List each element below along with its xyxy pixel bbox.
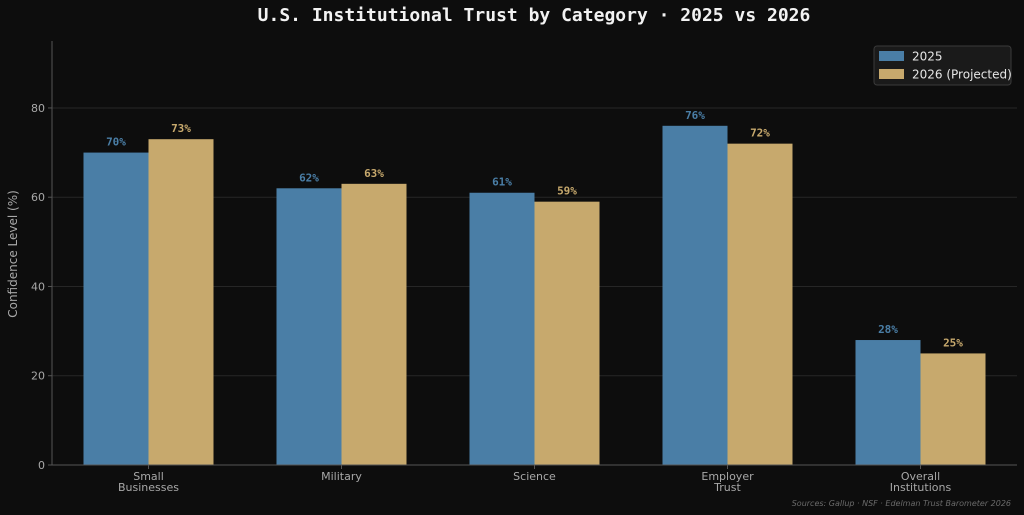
x-tick-label: Military	[321, 470, 362, 483]
data-label: 61%	[492, 176, 512, 189]
data-label: 63%	[364, 167, 384, 180]
bars-layer: 70% 73% 62% 63% 61% 59% 76% 72% 28% 25%	[83, 109, 986, 466]
x-tick-label: Employer	[701, 470, 754, 483]
x-tick-label: Small	[133, 470, 164, 483]
x-tick-label: Institutions	[890, 481, 952, 494]
y-axis-label: Confidence Level (%)	[6, 190, 20, 318]
x-tick-label: Businesses	[118, 481, 179, 494]
data-label: 76%	[685, 109, 705, 122]
source-note: Sources: Gallup · NSF · Edelman Trust Ba…	[792, 499, 1011, 508]
data-label: 62%	[299, 171, 319, 184]
bar	[727, 143, 793, 465]
bar	[662, 125, 728, 466]
legend-box	[873, 45, 1012, 86]
data-label: 28%	[878, 323, 898, 336]
bar	[920, 353, 986, 465]
bar	[534, 201, 600, 465]
bar	[469, 192, 535, 465]
x-tick-label: Trust	[713, 481, 741, 494]
y-tick-label: 0	[38, 459, 45, 472]
y-tick-label: 80	[31, 102, 45, 115]
bar	[855, 340, 921, 465]
data-label: 73%	[171, 122, 191, 135]
legend: 2025 2026 (Projected)	[873, 45, 1012, 86]
bar	[341, 183, 407, 466]
chart-title: U.S. Institutional Trust by Category · 2…	[258, 5, 811, 26]
x-tick-label: Overall	[901, 470, 940, 483]
data-label: 25%	[943, 336, 963, 349]
bar	[83, 152, 149, 465]
y-tick-label: 40	[31, 280, 45, 293]
legend-swatch	[879, 69, 904, 79]
y-tick-label: 20	[31, 370, 45, 383]
legend-swatch	[879, 51, 904, 61]
x-tick-label: Science	[513, 470, 556, 483]
bar	[276, 188, 342, 465]
y-tick-label: 60	[31, 191, 45, 204]
data-label: 59%	[557, 185, 577, 198]
data-label: 70%	[106, 136, 126, 149]
data-label: 72%	[750, 127, 770, 140]
bar	[148, 139, 214, 466]
legend-label: 2026 (Projected)	[912, 68, 1012, 82]
legend-label: 2025	[912, 50, 943, 64]
